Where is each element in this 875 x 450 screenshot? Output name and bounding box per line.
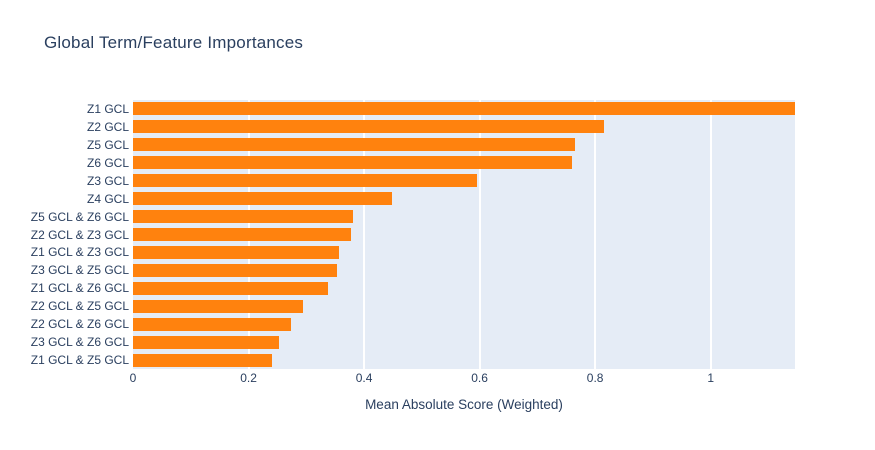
bar-z3-gcl[interactable]	[133, 174, 478, 188]
x-tick-label: 0.4	[355, 371, 373, 385]
bar-row	[133, 136, 795, 154]
bar-z1-gcl-z3-gcl[interactable]	[133, 245, 339, 259]
bar-z2-gcl[interactable]	[133, 120, 605, 134]
y-tick-label: Z2 GCL & Z3 GCL	[30, 227, 129, 242]
bar-row	[133, 351, 795, 369]
y-tick-label: Z5 GCL & Z6 GCL	[30, 209, 129, 224]
y-tick-label: Z5 GCL	[86, 137, 129, 152]
bar-z1-gcl[interactable]	[133, 102, 795, 116]
bar-row	[133, 172, 795, 190]
x-tick-label: 1	[707, 371, 714, 385]
bar-z3-gcl-z6-gcl[interactable]	[133, 335, 280, 349]
bar-row	[133, 315, 795, 333]
bar-z3-gcl-z5-gcl[interactable]	[133, 263, 338, 277]
gridline	[363, 100, 366, 369]
chart-title: Global Term/Feature Importances	[44, 33, 304, 52]
gridline	[478, 100, 481, 369]
x-tick-label: 0.8	[586, 371, 604, 385]
bar-z5-gcl[interactable]	[133, 138, 575, 152]
x-tick-label: 0	[129, 371, 137, 385]
bar-row	[133, 279, 795, 297]
y-tick-label: Z2 GCL & Z5 GCL	[30, 299, 129, 314]
bar-row	[133, 190, 795, 208]
plot-area	[133, 100, 795, 369]
y-tick-label: Z2 GCL & Z6 GCL	[30, 317, 129, 332]
y-tick-label: Z1 GCL & Z6 GCL	[30, 281, 129, 296]
bar-rows	[133, 100, 795, 369]
bar-row	[133, 154, 795, 172]
bar-row	[133, 297, 795, 315]
y-tick-label: Z4 GCL	[86, 191, 129, 206]
bar-row	[133, 208, 795, 226]
bar-row	[133, 333, 795, 351]
y-tick-label: Z2 GCL	[86, 119, 129, 134]
bar-z5-gcl-z6-gcl[interactable]	[133, 210, 354, 224]
bar-row	[133, 244, 795, 262]
y-tick-label: Z3 GCL & Z5 GCL	[30, 263, 129, 278]
bar-z2-gcl-z3-gcl[interactable]	[133, 228, 351, 242]
bar-z1-gcl-z5-gcl[interactable]	[133, 353, 273, 367]
y-axis-labels: Z1 GCL Z2 GCL Z5 GCL Z6 GCL Z3 GCL Z4 GCL Z5 G…	[0, 100, 129, 369]
gridline	[594, 100, 597, 369]
x-tick-label: 0.2	[240, 371, 257, 385]
bar-row	[133, 226, 795, 244]
x-axis-title: Mean Absolute Score (Weighted)	[365, 397, 563, 412]
y-tick-label: Z1 GCL & Z5 GCL	[30, 353, 129, 368]
bar-row	[133, 118, 795, 136]
x-axis-ticks: 0 0.2 0.4 0.6 0.8 1	[129, 371, 795, 387]
bar-z2-gcl-z5-gcl[interactable]	[133, 299, 303, 313]
bar-z4-gcl[interactable]	[133, 192, 392, 206]
y-tick-label: Z3 GCL & Z6 GCL	[30, 335, 129, 350]
y-tick-label: Z3 GCL	[86, 173, 129, 188]
bar-z6-gcl[interactable]	[133, 156, 573, 170]
gridline	[709, 100, 712, 369]
x-tick-label: 0.6	[471, 371, 488, 385]
bar-z2-gcl-z6-gcl[interactable]	[133, 317, 292, 331]
bar-row	[133, 261, 795, 279]
bar-row	[133, 100, 795, 118]
bar-z1-gcl-z6-gcl[interactable]	[133, 281, 328, 295]
y-tick-label: Z1 GCL	[86, 101, 129, 116]
y-tick-label: Z6 GCL	[86, 155, 129, 170]
y-tick-label: Z1 GCL & Z3 GCL	[30, 245, 129, 260]
